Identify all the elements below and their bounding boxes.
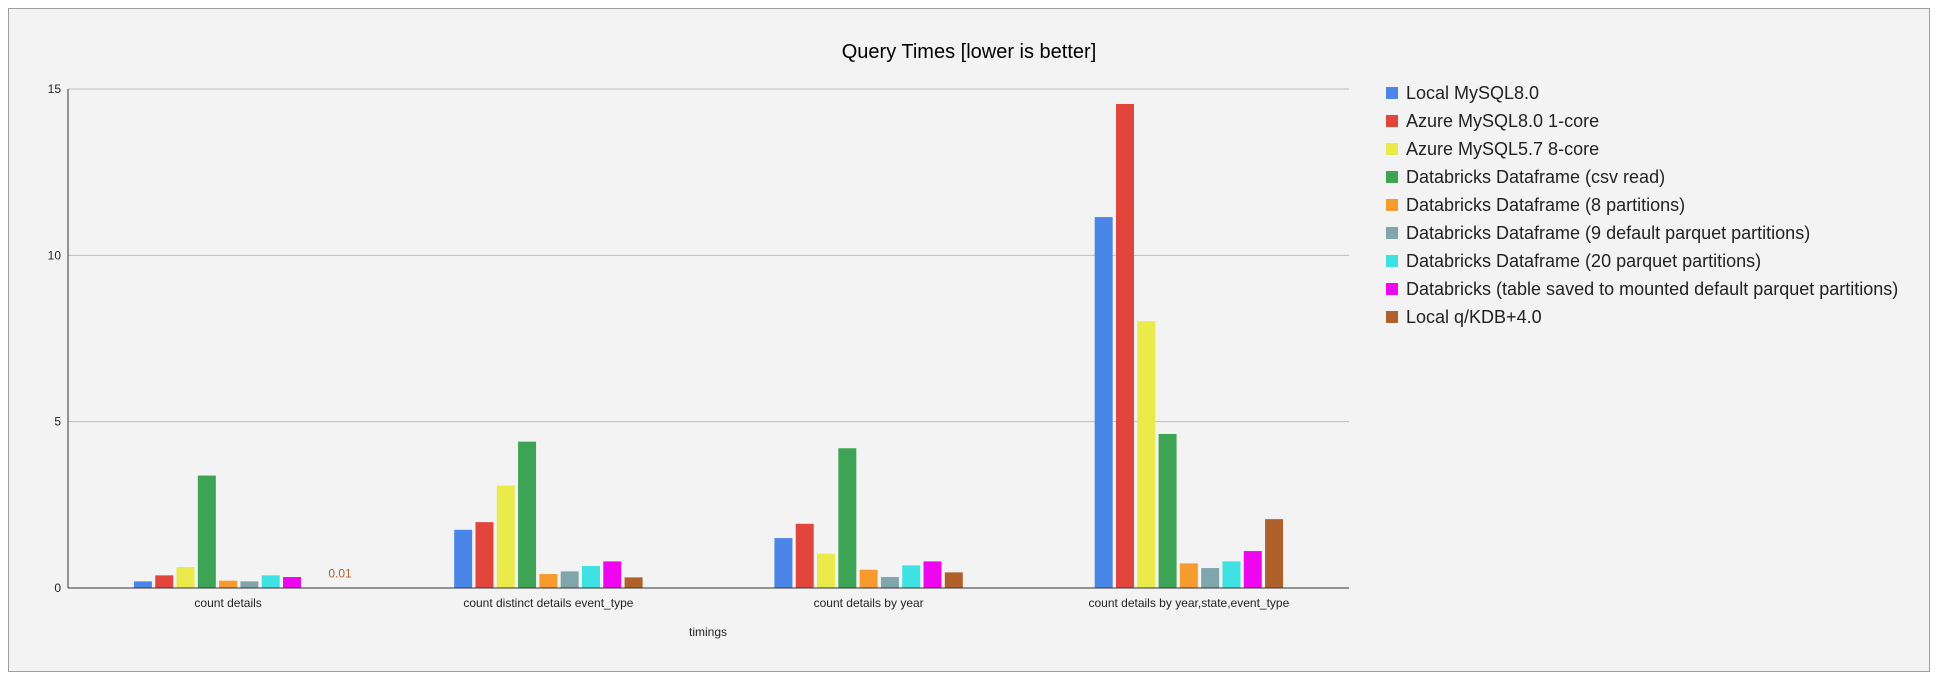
legend-label: Local MySQL8.0 — [1406, 83, 1539, 103]
legend-swatch — [1386, 171, 1398, 183]
data-labels: 0.01 — [328, 567, 352, 581]
legend-label: Databricks Dataframe (8 partitions) — [1406, 195, 1685, 215]
legend-item: Local q/KDB+4.0 — [1386, 307, 1542, 327]
legend-swatch — [1386, 227, 1398, 239]
bar — [795, 523, 814, 588]
y-tick-label: 10 — [48, 248, 62, 262]
bar — [902, 565, 921, 588]
legend-label: Azure MySQL5.7 8-core — [1406, 139, 1599, 159]
legend-swatch — [1386, 311, 1398, 323]
bar — [539, 574, 558, 588]
bar — [838, 448, 857, 588]
legend-item: Databricks Dataframe (csv read) — [1386, 167, 1665, 187]
bar — [240, 581, 259, 588]
x-category-label: count details — [194, 596, 261, 610]
legend-swatch — [1386, 283, 1398, 295]
bar — [1137, 321, 1156, 588]
bar — [944, 572, 963, 588]
bar — [496, 485, 515, 588]
x-category-label: count distinct details event_type — [463, 596, 633, 610]
data-label: 0.01 — [328, 567, 352, 581]
legend-label: Local q/KDB+4.0 — [1406, 307, 1542, 327]
bar — [1158, 433, 1177, 588]
legend-swatch — [1386, 199, 1398, 211]
bar — [859, 569, 878, 588]
legend-label: Databricks Dataframe (9 default parquet … — [1406, 223, 1810, 243]
legend-item: Local MySQL8.0 — [1386, 83, 1539, 103]
legend-item: Databricks Dataframe (8 partitions) — [1386, 195, 1685, 215]
y-tick-label: 5 — [54, 415, 61, 429]
bars — [133, 103, 1284, 588]
y-axis-ticks: 0 5 10 15 — [48, 82, 62, 595]
legend-swatch — [1386, 115, 1398, 127]
legend-swatch — [1386, 143, 1398, 155]
y-tick-label: 15 — [48, 82, 62, 96]
x-category-label: count details by year — [814, 596, 924, 610]
legend: Local MySQL8.0 Azure MySQL8.0 1-core Azure… — [1386, 83, 1898, 327]
x-axis-categories: count details count distinct details even… — [194, 596, 1289, 610]
legend-item: Databricks Dataframe (9 default parquet … — [1386, 223, 1810, 243]
bar — [197, 475, 216, 588]
bar — [1265, 519, 1284, 588]
bar — [1201, 568, 1220, 588]
y-tick-label: 0 — [54, 581, 61, 595]
legend-item: Databricks (table saved to mounted defau… — [1386, 279, 1898, 299]
legend-item: Databricks Dataframe (20 parquet partiti… — [1386, 251, 1761, 271]
x-axis-title: timings — [689, 625, 727, 639]
legend-item: Azure MySQL8.0 1-core — [1386, 111, 1599, 131]
bar — [880, 577, 899, 588]
bar — [283, 577, 302, 588]
bar — [475, 522, 494, 588]
bar — [219, 580, 238, 588]
bar — [454, 529, 473, 588]
bar — [518, 441, 537, 588]
bar — [176, 567, 195, 588]
bar — [603, 561, 622, 588]
legend-swatch — [1386, 255, 1398, 267]
bar — [1222, 561, 1241, 588]
legend-label: Databricks Dataframe (20 parquet partiti… — [1406, 251, 1761, 271]
bar — [1115, 103, 1134, 588]
x-category-label: count details by year,state,event_type — [1088, 596, 1289, 610]
bar — [817, 553, 836, 588]
bar — [133, 581, 152, 588]
legend-swatch — [1386, 87, 1398, 99]
gridlines — [68, 88, 1349, 423]
chart-title: Query Times [lower is better] — [842, 41, 1097, 63]
legend-label: Databricks Dataframe (csv read) — [1406, 167, 1665, 187]
legend-label: Azure MySQL8.0 1-core — [1406, 111, 1599, 131]
bar — [624, 577, 643, 588]
bar — [560, 571, 579, 588]
chart-frame — [8, 8, 1930, 672]
bar — [155, 575, 174, 588]
bar — [581, 566, 600, 588]
bar — [774, 538, 793, 588]
bar — [1179, 563, 1198, 588]
legend-label: Databricks (table saved to mounted defau… — [1406, 279, 1898, 299]
legend-item: Azure MySQL5.7 8-core — [1386, 139, 1599, 159]
bar — [1094, 217, 1113, 588]
bar — [261, 575, 280, 588]
bar — [1243, 551, 1262, 588]
bar — [923, 561, 942, 588]
